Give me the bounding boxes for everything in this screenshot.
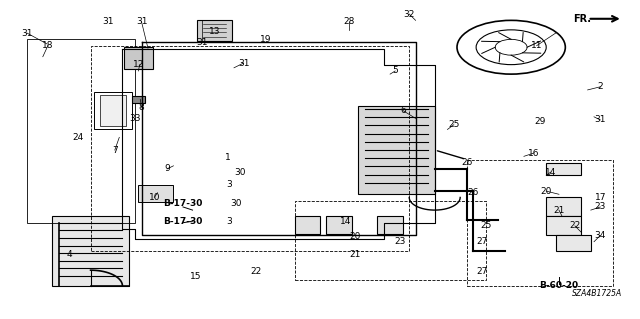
Text: 12: 12 xyxy=(132,60,144,69)
Bar xyxy=(94,92,132,130)
Bar xyxy=(378,216,403,234)
Bar xyxy=(100,95,125,126)
Text: 24: 24 xyxy=(72,133,83,142)
Text: 26: 26 xyxy=(467,188,479,197)
Bar xyxy=(556,235,591,251)
Text: 6: 6 xyxy=(400,106,406,115)
Text: B-17-30: B-17-30 xyxy=(163,217,203,226)
Text: 27: 27 xyxy=(477,237,488,246)
Bar xyxy=(91,46,409,251)
Text: 21: 21 xyxy=(553,206,564,215)
Text: B-60-20: B-60-20 xyxy=(540,281,579,291)
Text: 32: 32 xyxy=(404,10,415,19)
Bar xyxy=(27,39,135,223)
Text: 1: 1 xyxy=(225,153,230,162)
Text: 26: 26 xyxy=(461,158,472,167)
Text: SZA4B1725A: SZA4B1725A xyxy=(572,289,622,298)
Bar xyxy=(358,106,435,194)
Text: 3: 3 xyxy=(227,217,232,226)
Text: 10: 10 xyxy=(148,193,160,202)
Text: 25: 25 xyxy=(480,221,492,230)
Bar xyxy=(197,20,232,41)
Bar xyxy=(124,47,153,69)
Text: 19: 19 xyxy=(260,35,271,44)
Text: 4: 4 xyxy=(67,250,72,259)
Text: 21: 21 xyxy=(349,250,361,259)
Text: 7: 7 xyxy=(112,145,118,154)
Bar xyxy=(138,185,173,202)
Text: 9: 9 xyxy=(164,165,170,174)
Text: 20: 20 xyxy=(541,187,552,196)
Text: 31: 31 xyxy=(595,115,606,124)
Text: 23: 23 xyxy=(394,237,405,246)
Text: 25: 25 xyxy=(448,120,460,129)
Text: 31: 31 xyxy=(238,59,250,68)
Text: 31: 31 xyxy=(196,38,208,47)
Text: 14: 14 xyxy=(340,217,351,226)
Bar xyxy=(294,216,320,234)
Text: 17: 17 xyxy=(595,193,606,202)
Text: 34: 34 xyxy=(595,231,606,240)
Text: 30: 30 xyxy=(235,168,246,177)
Text: 31: 31 xyxy=(136,18,147,26)
Bar xyxy=(467,160,613,286)
Text: 23: 23 xyxy=(595,203,606,211)
Text: 18: 18 xyxy=(42,41,54,50)
Text: 33: 33 xyxy=(129,114,141,123)
Text: 8: 8 xyxy=(139,103,145,112)
Text: 30: 30 xyxy=(230,199,242,208)
Bar xyxy=(294,201,486,280)
Text: 11: 11 xyxy=(531,41,543,50)
Text: 31: 31 xyxy=(21,28,33,38)
Text: 5: 5 xyxy=(392,66,398,76)
Bar xyxy=(132,96,145,103)
Bar xyxy=(546,163,581,175)
Text: 15: 15 xyxy=(190,272,202,281)
Text: 29: 29 xyxy=(534,117,545,126)
Text: 14: 14 xyxy=(545,168,556,177)
Text: 22: 22 xyxy=(251,267,262,276)
Bar xyxy=(546,216,581,235)
Text: 13: 13 xyxy=(209,27,221,36)
Text: 3: 3 xyxy=(227,180,232,189)
Text: 31: 31 xyxy=(102,18,114,26)
Bar xyxy=(326,216,352,234)
Text: 22: 22 xyxy=(569,221,580,230)
Text: B-17-30: B-17-30 xyxy=(163,199,203,208)
Text: 27: 27 xyxy=(477,267,488,276)
Text: 2: 2 xyxy=(598,82,603,91)
Text: 16: 16 xyxy=(528,149,540,158)
Bar xyxy=(546,197,581,216)
Bar xyxy=(52,216,129,286)
Text: 28: 28 xyxy=(343,18,355,26)
Text: 20: 20 xyxy=(349,233,361,241)
Text: FR.: FR. xyxy=(573,14,591,24)
